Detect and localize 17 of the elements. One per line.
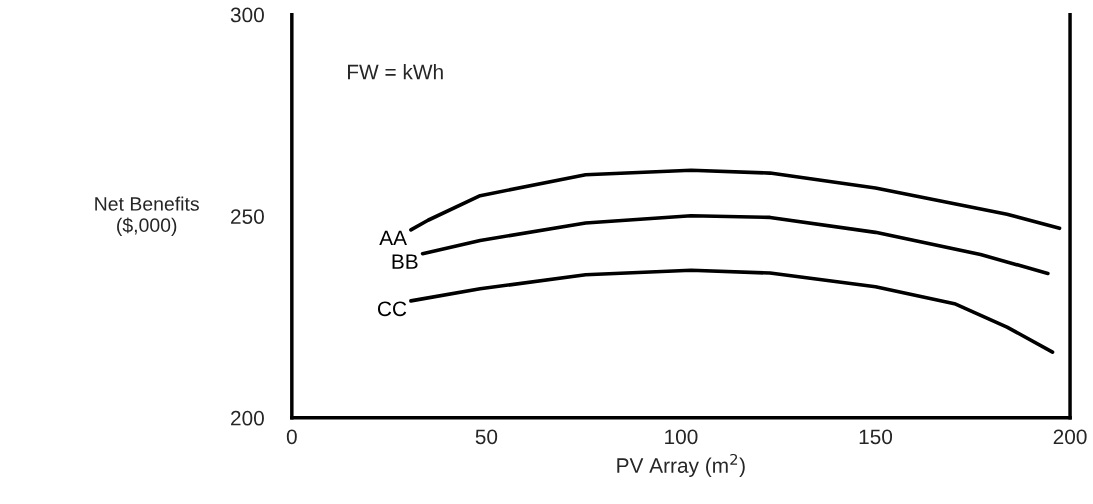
x-axis-title: PV Array (m$^{2}$): [617, 453, 745, 478]
y-tick-label: 200: [231, 410, 264, 426]
x-tick-label: 200: [1053, 429, 1087, 445]
annotation: FW = kWh: [348, 64, 443, 80]
x-tick-label: 150: [859, 429, 893, 445]
line-series: [409, 268, 1055, 354]
series-label: AA: [379, 230, 407, 246]
y-tick-label: 250: [231, 209, 264, 224]
y-axis-title: Net Benefits ($,000): [95, 196, 199, 236]
series-label: BB: [392, 254, 418, 269]
line-series: [420, 214, 1050, 276]
y-tick-label: 300: [230, 7, 264, 23]
series-label: CC: [377, 301, 407, 317]
x-tick-label: 0: [286, 429, 297, 445]
x-tick-label: 50: [475, 429, 498, 445]
line-series: [409, 168, 1062, 232]
x-tick-label: 100: [665, 429, 698, 445]
